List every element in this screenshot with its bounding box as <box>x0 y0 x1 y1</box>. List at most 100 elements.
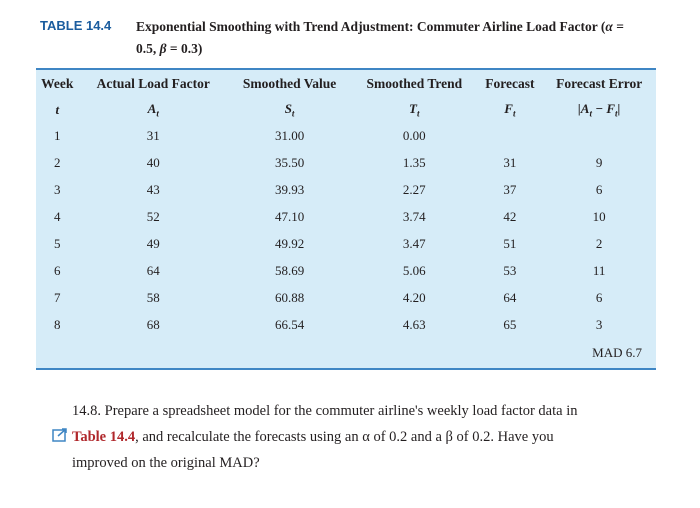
problem: 14.8. Prepare a spreadsheet model for th… <box>52 398 578 476</box>
footer-row: MAD 6.7 <box>36 338 656 369</box>
title-line: 0.5, β = 0.3) <box>136 38 660 60</box>
title-text: Exponential Smoothing with Trend Adjustm… <box>136 19 606 34</box>
data-row: 8 68 66.54 4.63 65 3 <box>36 311 656 338</box>
data-cell: 3.74 <box>402 208 426 224</box>
data-cell: 47.10 <box>274 208 305 224</box>
data-cell: 37 <box>503 181 517 197</box>
mad-cell: MAD 6.7 <box>592 345 642 360</box>
table-label: TABLE 14.4 <box>40 18 112 33</box>
symbol-part: t <box>589 108 592 119</box>
column-header: Smoothed Trend <box>366 76 463 91</box>
data-cell: 8 <box>54 316 61 332</box>
symbol-part: T <box>409 101 417 117</box>
title-text: = <box>612 19 624 34</box>
data-cell: 9 <box>595 154 603 170</box>
header-row: Week Actual Load Factor Smoothed Value Smoo… <box>36 69 656 98</box>
data-cell: 49.92 <box>274 235 305 251</box>
symbol-part: t <box>615 108 618 119</box>
data-cell: 3 <box>54 181 61 197</box>
symbol-part: | <box>617 101 621 117</box>
symbol-part: t <box>417 108 420 119</box>
problem-text: 14.8. Prepare a spreadsheet model for th… <box>72 403 578 419</box>
data-cell: 68 <box>146 316 160 332</box>
title-line: Exponential Smoothing with Trend Adjustm… <box>136 16 660 38</box>
symbol-cell: |At − Ft| <box>542 98 656 122</box>
data-cell: 5.06 <box>402 262 426 278</box>
data-cell: 1 <box>54 127 61 143</box>
title-text: α <box>605 19 613 34</box>
data-cell: 5 <box>54 235 61 251</box>
problem-line: improved on the original MAD? <box>72 450 578 476</box>
data-cell <box>477 122 542 149</box>
data-cell: 53 <box>503 262 517 278</box>
data-cell: 35.50 <box>274 154 305 170</box>
column-header: Week <box>41 76 74 91</box>
problem-text: of 0.2. Have you <box>452 429 554 445</box>
problem-text: α <box>362 429 370 445</box>
link-icon[interactable] <box>52 428 68 442</box>
symbol-part: |A <box>577 101 590 117</box>
problem-text: β <box>445 429 453 445</box>
data-cell: 10 <box>592 208 606 224</box>
data-row: 6 64 58.69 5.06 53 11 <box>36 257 656 284</box>
data-cell: 3 <box>595 316 603 332</box>
title-text: = 0.3) <box>166 41 203 56</box>
symbol-part: F <box>504 101 513 117</box>
data-cell: 31 <box>146 127 160 143</box>
data-cell: 52 <box>146 208 160 224</box>
problem-text: improved on the original MAD? <box>72 455 260 471</box>
data-cell: 6 <box>54 262 61 278</box>
data-cell: 31.00 <box>274 127 305 143</box>
data-cell: 0.00 <box>402 127 426 143</box>
table-link[interactable]: Table 14.4 <box>72 429 136 445</box>
column-header: Actual Load Factor <box>96 76 210 91</box>
data-cell: 66.54 <box>274 316 305 332</box>
data-cell: 42 <box>503 208 517 224</box>
data-cell: 39.93 <box>274 181 305 197</box>
title-text: 0.5, <box>136 41 160 56</box>
symbol-row: t At St Tt Ft |At − Ft| <box>36 98 656 122</box>
data-cell: 60.88 <box>274 289 305 305</box>
data-row: 3 43 39.93 2.27 37 6 <box>36 176 656 203</box>
data-cell <box>542 122 656 149</box>
column-header: Smoothed Value <box>242 76 337 91</box>
data-cell: 1.35 <box>402 154 426 170</box>
data-row: 1 31 31.00 0.00 <box>36 122 656 149</box>
problem-line: Table 14.4, and recalculate the forecast… <box>52 424 578 450</box>
data-cell: 4 <box>54 208 61 224</box>
data-row: 5 49 49.92 3.47 51 2 <box>36 230 656 257</box>
symbol-part: − F <box>591 101 616 117</box>
data-cell: 49 <box>146 235 160 251</box>
symbol-part: S <box>284 101 292 117</box>
data-cell: 40 <box>146 154 160 170</box>
data-cell: 31 <box>503 154 517 170</box>
icon-arrow <box>57 428 67 437</box>
data-cell: 3.47 <box>402 235 426 251</box>
symbol-part: A <box>147 101 157 117</box>
symbol-cell: Tt <box>351 98 477 122</box>
data-cell: 2 <box>54 154 61 170</box>
data-cell: 4.63 <box>402 316 426 332</box>
data-cell: 51 <box>503 235 517 251</box>
data-table: Week Actual Load Factor Smoothed Value Smoo… <box>36 68 656 370</box>
data-cell: 2.27 <box>402 181 426 197</box>
table-caption: TABLE 14.4 Exponential Smoothing with Tr… <box>40 16 660 60</box>
data-row: 4 52 47.10 3.74 42 10 <box>36 203 656 230</box>
data-cell: 2 <box>595 235 603 251</box>
data-cell: 4.20 <box>402 289 426 305</box>
problem-text: , and recalculate the forecasts using an <box>135 429 363 445</box>
icon-box <box>52 429 66 442</box>
symbol-cell: At <box>79 98 228 122</box>
data-cell: 7 <box>54 289 61 305</box>
symbol-cell: Ft <box>477 98 542 122</box>
column-header: Forecast Error <box>556 76 643 91</box>
title-text: β <box>159 41 167 56</box>
data-cell: 65 <box>503 316 517 332</box>
column-header: Forecast <box>485 76 535 91</box>
data-cell: 64 <box>146 262 160 278</box>
symbol-part: t <box>291 108 295 119</box>
data-cell: 64 <box>503 289 517 305</box>
data-cell: 11 <box>592 262 606 278</box>
